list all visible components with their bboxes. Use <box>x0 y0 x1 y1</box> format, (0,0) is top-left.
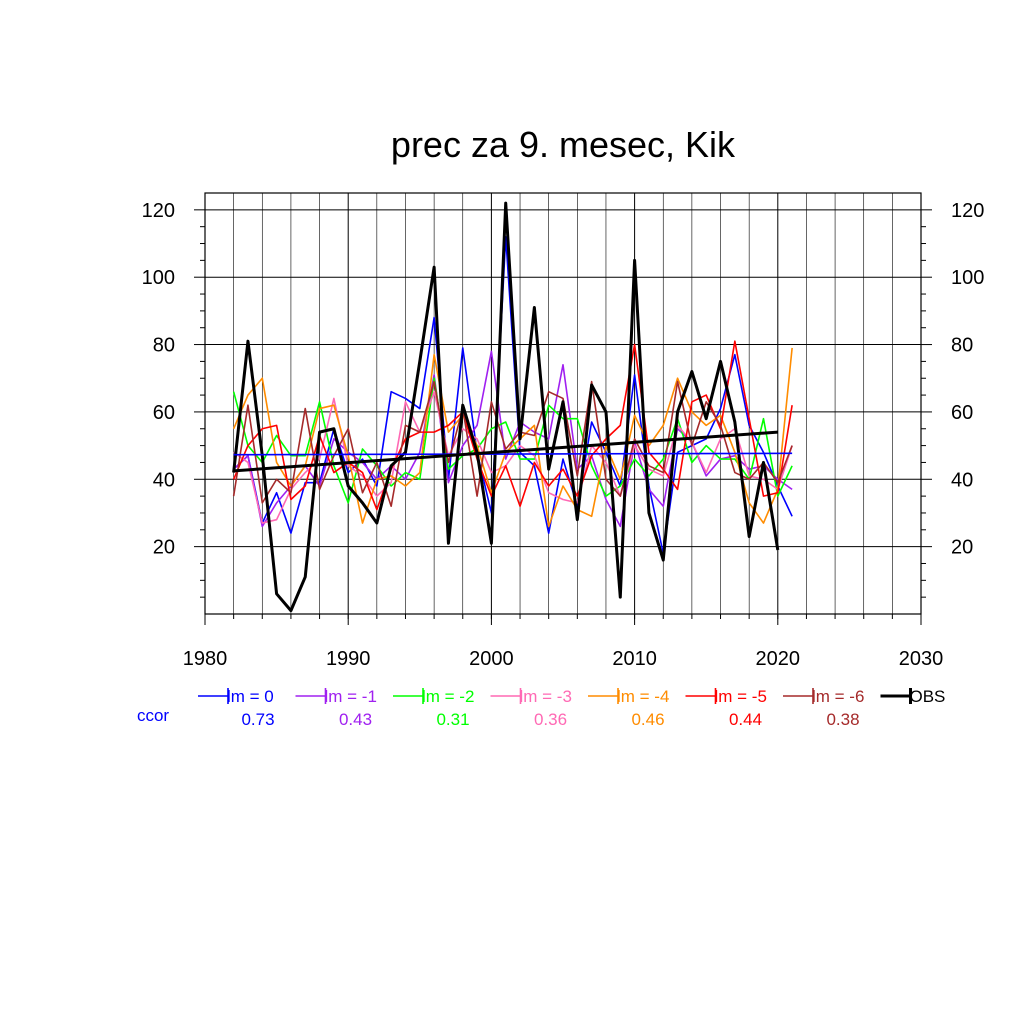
series-line-4 <box>232 347 793 528</box>
legend-label-4: lm = -4 <box>617 687 669 706</box>
x-tick-label: 1980 <box>183 648 228 670</box>
x-tick-label: 1990 <box>326 648 371 670</box>
series-lines <box>232 201 793 613</box>
y-tick-label-right: 120 <box>951 200 984 222</box>
series-line-0 <box>233 235 793 555</box>
y-tick-label-right: 80 <box>951 335 973 357</box>
x-tick-label: 2030 <box>899 648 944 670</box>
legend-ccor-4: 0.46 <box>631 710 664 729</box>
y-tick-label: 100 <box>142 267 175 289</box>
legend-ccor-1: 0.43 <box>339 710 372 729</box>
legend: lm = 0 0.73 lm = -1 0.43 lm = -2 0.31 lm = -3 0… <box>137 687 945 729</box>
x-tick-label: 2010 <box>612 648 657 670</box>
y-tick-label: 40 <box>153 469 175 491</box>
ccor-label: ccor <box>137 706 169 725</box>
x-tick-label: 2020 <box>756 648 801 670</box>
legend-label-0: lm = 0 <box>227 687 274 706</box>
y-tick-label-right: 20 <box>951 537 973 559</box>
y-tick-label: 120 <box>142 200 175 222</box>
series-line-7 <box>232 201 780 613</box>
legend-label-5: lm = -5 <box>715 687 767 706</box>
series-line-6 <box>232 380 793 508</box>
y-tick-label: 20 <box>153 537 175 559</box>
legend-label-3: lm = -3 <box>520 687 572 706</box>
y-tick-label-right: 100 <box>951 267 984 289</box>
y-tick-label: 80 <box>153 335 175 357</box>
plot-border <box>204 192 922 615</box>
plot-frame <box>204 192 922 615</box>
legend-ccor-0: 0.73 <box>241 710 274 729</box>
trend-line-1 <box>233 430 778 473</box>
series-line-3 <box>233 390 793 524</box>
legend-label-6: lm = -6 <box>812 687 864 706</box>
legend-label-7: OBS <box>910 687 946 706</box>
legend-ccor-2: 0.31 <box>436 710 469 729</box>
y-tick-label-right: 40 <box>951 469 973 491</box>
legend-label-2: lm = -2 <box>422 687 474 706</box>
x-tick-label: 2000 <box>469 648 514 670</box>
legend-ccor-5: 0.44 <box>729 710 762 729</box>
trend-line-0 <box>233 452 793 456</box>
chart-title: prec za 9. mesec, Kik <box>391 124 736 165</box>
y-tick-label-right: 60 <box>951 402 973 424</box>
y-tick-label: 60 <box>153 402 175 424</box>
legend-label-1: lm = -1 <box>325 687 377 706</box>
legend-ccor-3: 0.36 <box>534 710 567 729</box>
legend-ccor-6: 0.38 <box>826 710 859 729</box>
